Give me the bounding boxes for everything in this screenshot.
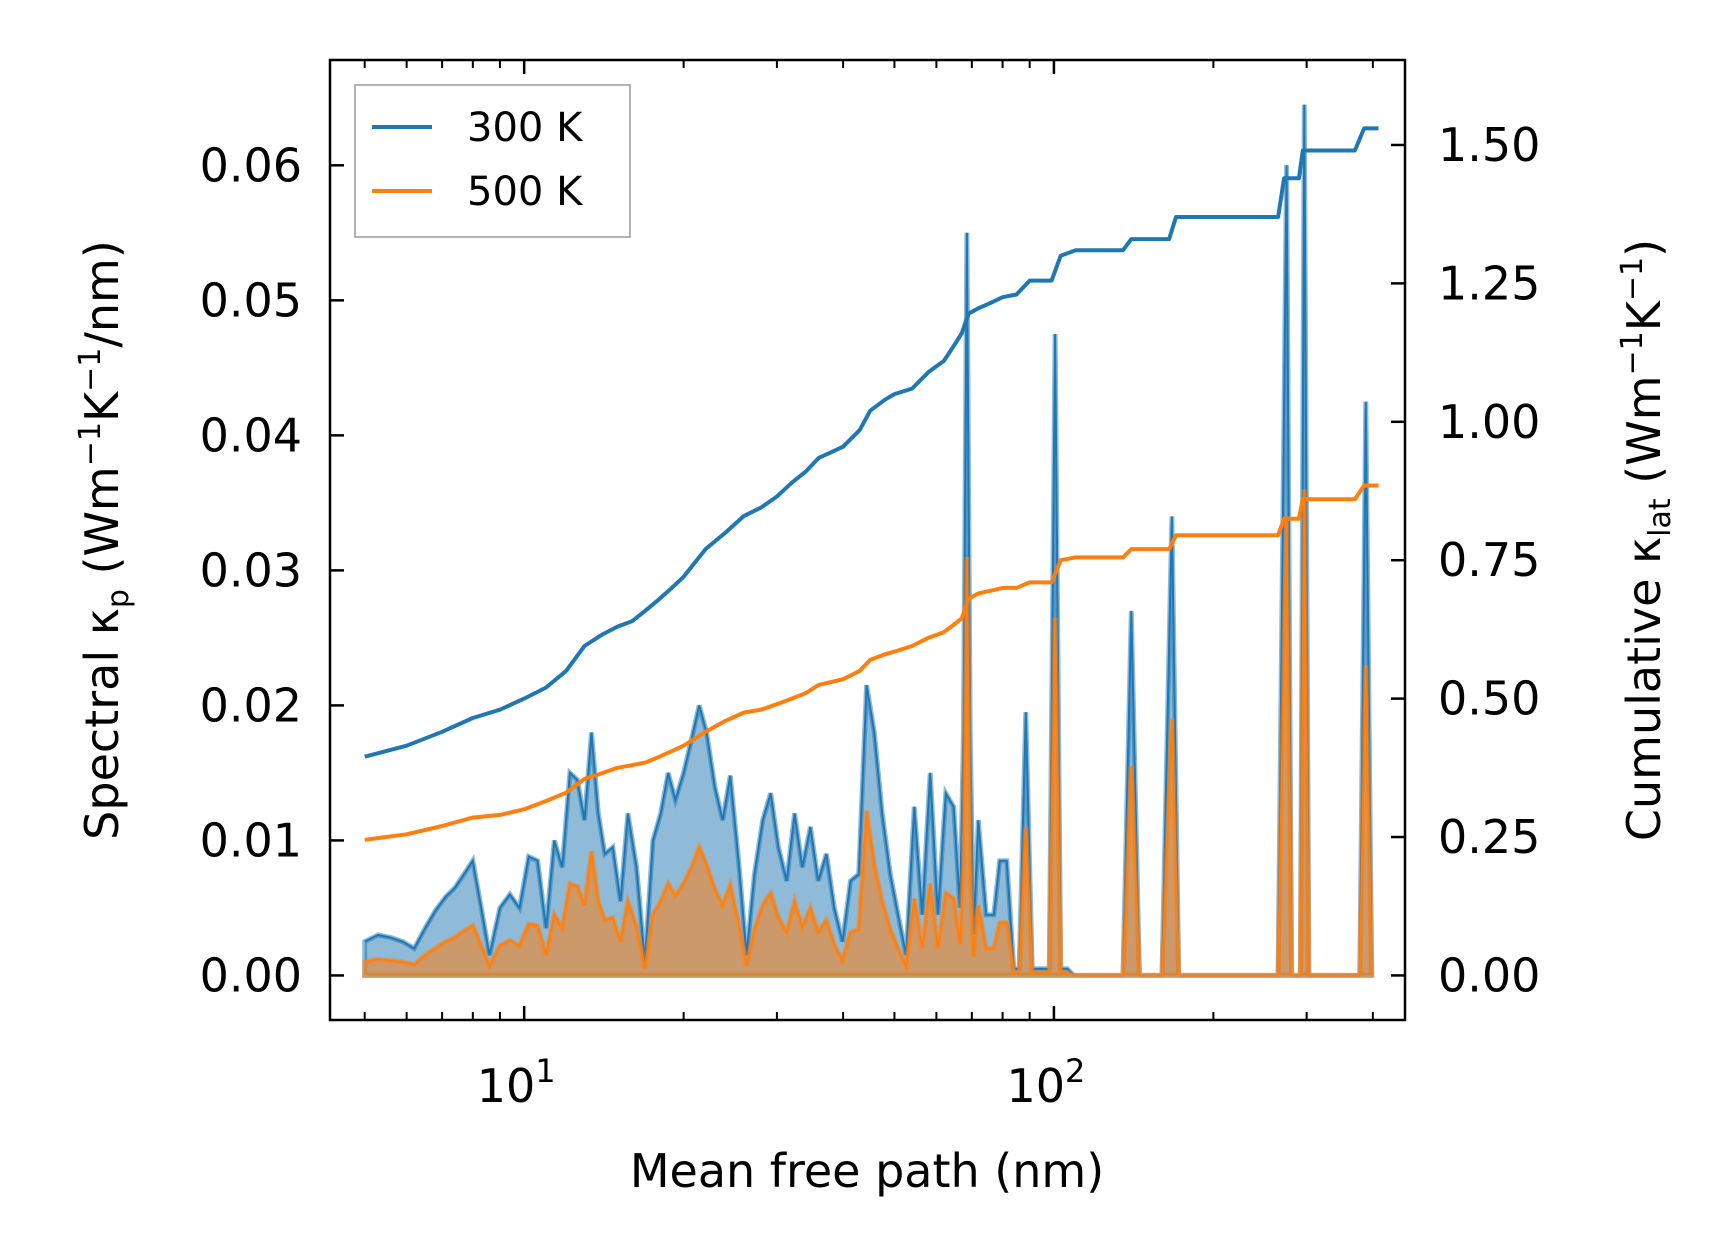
- y-axis-label-left: Spectral κp (Wm−1K−1/nm): [73, 240, 136, 840]
- x-tick-label: 102: [1006, 1052, 1085, 1113]
- y-left-tick-label: 0.04: [200, 408, 302, 462]
- spectral-line-500k: [364, 489, 1373, 977]
- legend: 300 K 500 K: [354, 84, 631, 238]
- y-right-tick-label: 0.50: [1438, 672, 1540, 726]
- plot-frame: [328, 58, 1407, 1022]
- cumulative-line-300k: [364, 126, 1379, 759]
- y-left-tick-label: 0.02: [200, 678, 302, 732]
- y-right-tick-label: 1.50: [1438, 118, 1540, 172]
- y-left-tick-label: 0.01: [200, 813, 302, 867]
- y-right-tick-label: 0.75: [1438, 533, 1540, 587]
- y-left-tick-label: 0.05: [200, 273, 302, 327]
- y-left-tick-label: 0.06: [200, 138, 302, 192]
- legend-label-500k: 500 K: [467, 169, 584, 215]
- y-right-tick-label: 0.25: [1438, 810, 1540, 864]
- x-tick-label: 101: [477, 1052, 556, 1113]
- y-left-tick-label: 0.00: [200, 948, 302, 1002]
- y-axis-label-right: Cumulative κlat (Wm−1K−1): [1615, 239, 1678, 841]
- y-right-tick-label: 1.00: [1438, 395, 1540, 449]
- y-right-tick-label: 1.25: [1438, 256, 1540, 310]
- cumulative-line-500k: [364, 483, 1379, 842]
- x-axis-label: Mean free path (nm): [630, 1144, 1104, 1198]
- legend-label-300k: 300 K: [467, 105, 584, 151]
- legend-box: [354, 84, 631, 238]
- y-left-tick-label: 0.03: [200, 543, 302, 597]
- y-right-tick-label: 0.00: [1438, 948, 1540, 1002]
